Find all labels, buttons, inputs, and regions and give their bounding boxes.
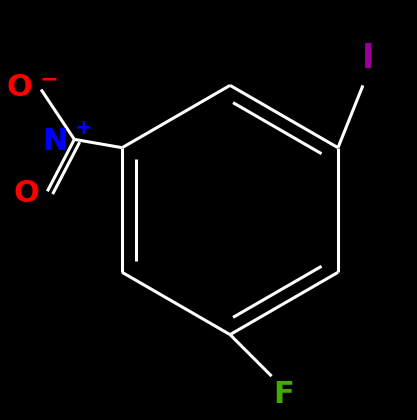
Text: −: −: [39, 69, 58, 89]
Text: N: N: [43, 127, 68, 156]
Text: O: O: [13, 179, 39, 208]
Text: O: O: [7, 73, 33, 102]
Text: F: F: [273, 381, 294, 410]
Text: +: +: [75, 118, 92, 138]
Text: I: I: [362, 42, 374, 75]
